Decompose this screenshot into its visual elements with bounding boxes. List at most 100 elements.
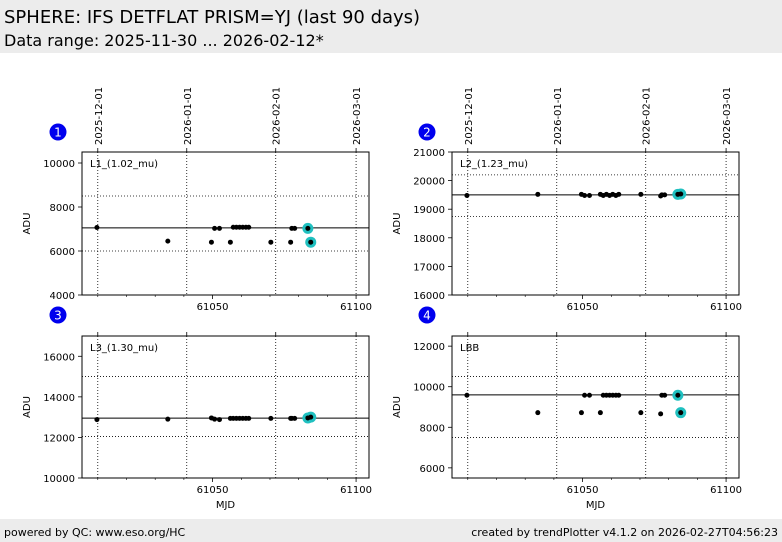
data-point (678, 191, 684, 197)
data-point (638, 410, 644, 416)
y-tick-label: 10000 (43, 159, 75, 170)
panel-2: 61050 61100 16000 17000 18000 19000 20000 21000… (392, 87, 742, 313)
y-tick-label: 16000 (43, 352, 75, 363)
footer-powered-by: powered by QC: www.eso.org/HC (4, 526, 186, 539)
data-point (535, 410, 541, 416)
top-date-label: 2026-01-01 (183, 87, 194, 145)
top-date-label: 2026-02-01 (272, 87, 283, 145)
data-point (212, 225, 218, 231)
data-point (582, 392, 588, 398)
top-date-label: 2026-01-01 (553, 87, 564, 145)
data-point (586, 192, 592, 198)
data-point (308, 239, 314, 245)
y-tick-label: 8000 (50, 203, 75, 214)
panel-label: L3_(1.30_mu) (90, 343, 158, 354)
data-point (616, 392, 622, 398)
data-point (464, 392, 470, 398)
y-axis-label: ADU (392, 396, 403, 418)
panel-number: 1 (54, 126, 62, 140)
y-tick-label: 10000 (43, 474, 75, 485)
x-tick-label: 61100 (340, 302, 372, 313)
page-title: SPHERE: IFS DETFLAT PRISM=YJ (last 90 da… (4, 7, 421, 28)
axes-frame (451, 335, 740, 479)
data-point (662, 392, 668, 398)
y-tick-label: 4000 (50, 291, 75, 302)
panel-number: 3 (54, 309, 62, 323)
x-tick-label: 61050 (197, 302, 229, 313)
data-point (94, 417, 100, 423)
y-tick-label: 17000 (413, 262, 445, 273)
x-axis-label: MJD (216, 500, 236, 511)
data-point (292, 225, 298, 231)
panel-4: 61050 61100 6000 8000 10000 12000 ADU MJD LBB 4 (392, 306, 742, 511)
panel-label: L1_(1.02_mu) (90, 159, 158, 170)
panel-number: 4 (423, 309, 431, 323)
data-point (165, 238, 171, 244)
x-axis-label: MJD (586, 500, 606, 511)
data-point (308, 414, 314, 420)
data-point (165, 416, 171, 422)
y-tick-label: 6000 (50, 247, 75, 258)
panel-label: LBB (460, 343, 479, 354)
data-point (268, 415, 274, 421)
panel-3: 61050 61100 10000 12000 14000 16000 ADU MJD L3_(… (22, 306, 372, 511)
data-point (305, 225, 311, 231)
panel-number-badge (49, 306, 67, 324)
x-tick-label: 61050 (567, 302, 599, 313)
data-point (675, 392, 681, 398)
y-tick-label: 12000 (413, 342, 445, 353)
data-point (678, 410, 684, 416)
panel-number-badge (418, 123, 436, 141)
data-point (658, 411, 664, 417)
axes-frame (451, 151, 740, 296)
top-date-label: 2026-03-01 (722, 87, 733, 145)
panel-1: 61050 61100 4000 6000 8000 10000 ADU 2025-12-01… (22, 87, 372, 313)
y-tick-label: 12000 (43, 433, 75, 444)
data-point (586, 392, 592, 398)
top-date-label: 2026-02-01 (642, 87, 653, 145)
data-point (216, 225, 222, 231)
y-tick-label: 8000 (420, 423, 445, 434)
footer-bar: powered by QC: www.eso.org/HC created by… (0, 519, 782, 542)
data-point (535, 191, 541, 197)
top-date-label: 2025-12-01 (94, 87, 105, 145)
trend-plots: 61050 61100 4000 6000 8000 10000 ADU 2025-12-01… (22, 87, 742, 511)
y-tick-label: 6000 (420, 464, 445, 475)
panel-number-badge (49, 123, 67, 141)
y-tick-label: 19000 (413, 205, 445, 216)
x-tick-label: 61100 (340, 485, 372, 496)
footer-created-by: created by trendPlotter v4.1.2 on 2026-0… (471, 526, 778, 539)
data-point (94, 224, 100, 230)
y-axis-label: ADU (392, 213, 403, 235)
data-point (246, 415, 252, 421)
y-axis-label: ADU (22, 213, 33, 235)
data-point (578, 410, 584, 416)
data-point (582, 192, 588, 198)
y-tick-label: 14000 (43, 393, 75, 404)
x-tick-label: 61050 (567, 485, 599, 496)
panel-number: 2 (423, 126, 431, 140)
data-point (216, 417, 222, 423)
data-point (227, 239, 233, 245)
y-tick-label: 20000 (413, 177, 445, 188)
axes-frame (81, 335, 370, 479)
data-point (597, 410, 603, 416)
data-point (268, 239, 274, 245)
header-bar: SPHERE: IFS DETFLAT PRISM=YJ (last 90 da… (0, 0, 782, 53)
data-point (288, 239, 294, 245)
data-range: Data range: 2025-11-30 ... 2026-02-12* (4, 31, 324, 50)
top-date-label: 2025-12-01 (464, 87, 475, 145)
data-point (208, 239, 214, 245)
axes-frame (81, 151, 370, 296)
data-point (246, 224, 252, 230)
x-tick-label: 61050 (197, 485, 229, 496)
panel-number-badge (418, 306, 436, 324)
panel-label: L2_(1.23_mu) (460, 159, 528, 170)
data-point (616, 191, 622, 197)
data-point (292, 415, 298, 421)
data-point (662, 192, 668, 198)
data-point (212, 416, 218, 422)
x-tick-label: 61100 (710, 302, 742, 313)
y-tick-label: 16000 (413, 291, 445, 302)
data-point (464, 192, 470, 198)
